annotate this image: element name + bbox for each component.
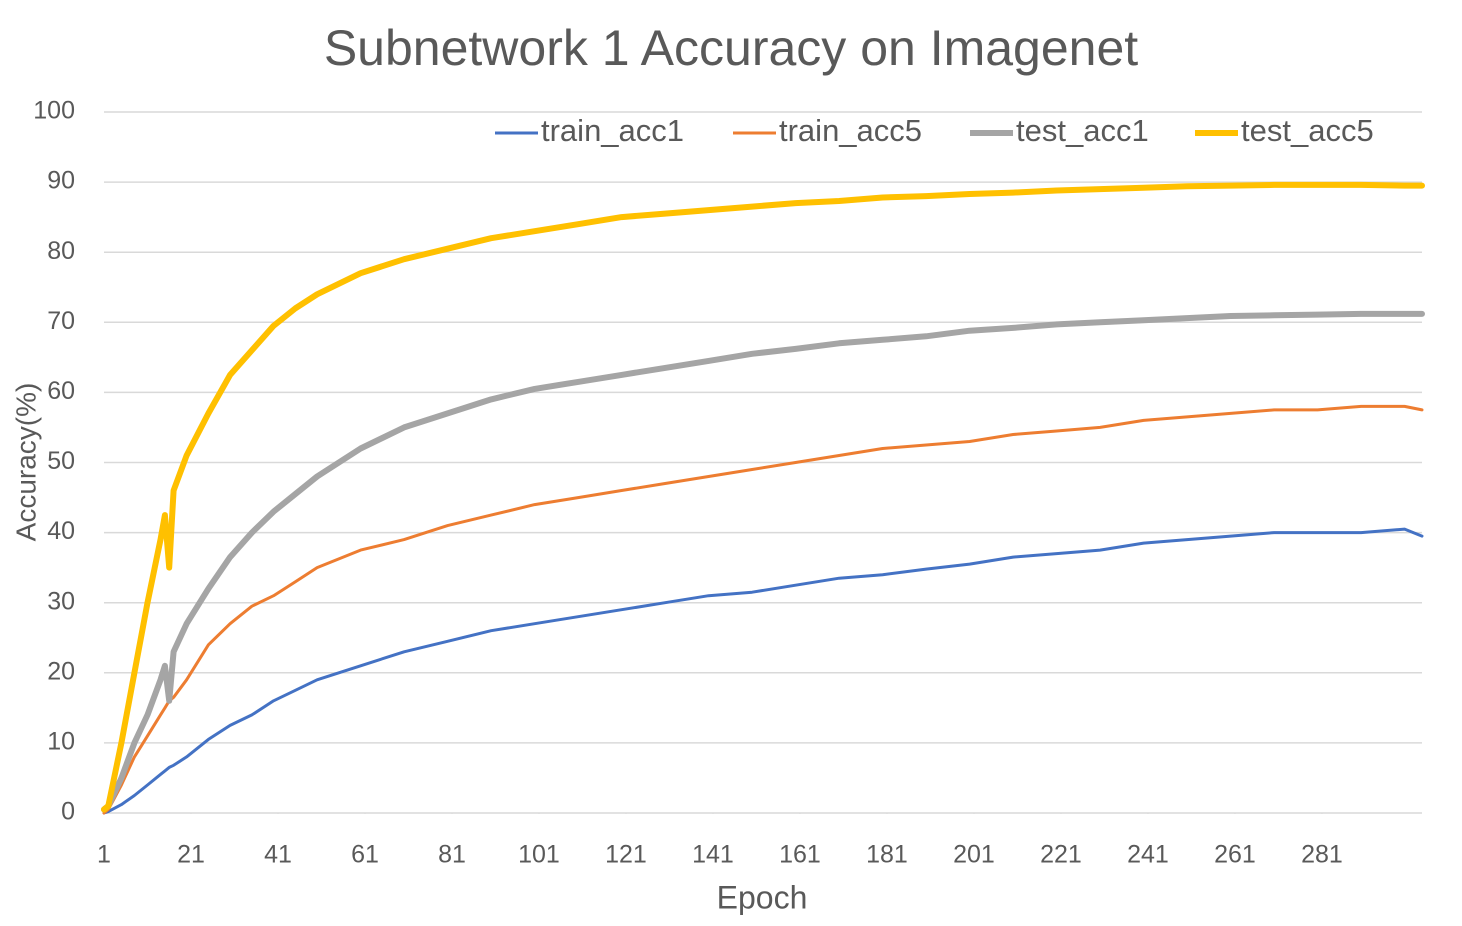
x-tick-label: 41 [264, 841, 292, 869]
x-tick-label: 241 [1127, 841, 1169, 869]
x-axis-title: Epoch [717, 879, 808, 915]
x-tick-label: 141 [692, 841, 734, 869]
x-tick-label: 121 [605, 841, 647, 869]
x-tick-label: 61 [351, 841, 379, 869]
series-line [102, 404, 1424, 815]
series-line [102, 527, 1424, 815]
x-tick-label: 221 [1040, 841, 1082, 869]
x-tick-label: 161 [779, 841, 821, 869]
legend-label: train_acc5 [779, 113, 922, 148]
x-tick-label: 81 [438, 841, 466, 869]
y-tick-label: 70 [47, 307, 75, 335]
y-tick-label: 100 [33, 97, 75, 125]
x-tick-label: 261 [1214, 841, 1256, 869]
y-axis-title: Accuracy(%) [10, 383, 41, 542]
y-tick-label: 90 [47, 167, 75, 195]
x-tick-label: 101 [518, 841, 560, 869]
y-tick-label: 0 [61, 798, 75, 826]
y-tick-label: 20 [47, 657, 75, 685]
x-tick-label: 1 [97, 841, 111, 869]
y-tick-label: 10 [47, 728, 75, 756]
x-tick-label: 201 [953, 841, 995, 869]
series-line [101, 181, 1425, 813]
y-tick-label: 60 [47, 377, 75, 405]
y-tick-label: 40 [47, 517, 75, 545]
series-line [101, 310, 1425, 813]
legend-label: test_acc5 [1241, 113, 1374, 148]
legend-label: test_acc1 [1016, 113, 1149, 148]
y-tick-label: 30 [47, 587, 75, 615]
y-tick-label: 50 [47, 447, 75, 475]
chart-title: Subnetwork 1 Accuracy on Imagenet [324, 20, 1138, 76]
y-tick-label: 80 [47, 237, 75, 265]
x-tick-label: 21 [177, 841, 205, 869]
x-tick-label: 181 [866, 841, 908, 869]
legend-label: train_acc1 [541, 113, 684, 148]
x-tick-label: 281 [1301, 841, 1343, 869]
